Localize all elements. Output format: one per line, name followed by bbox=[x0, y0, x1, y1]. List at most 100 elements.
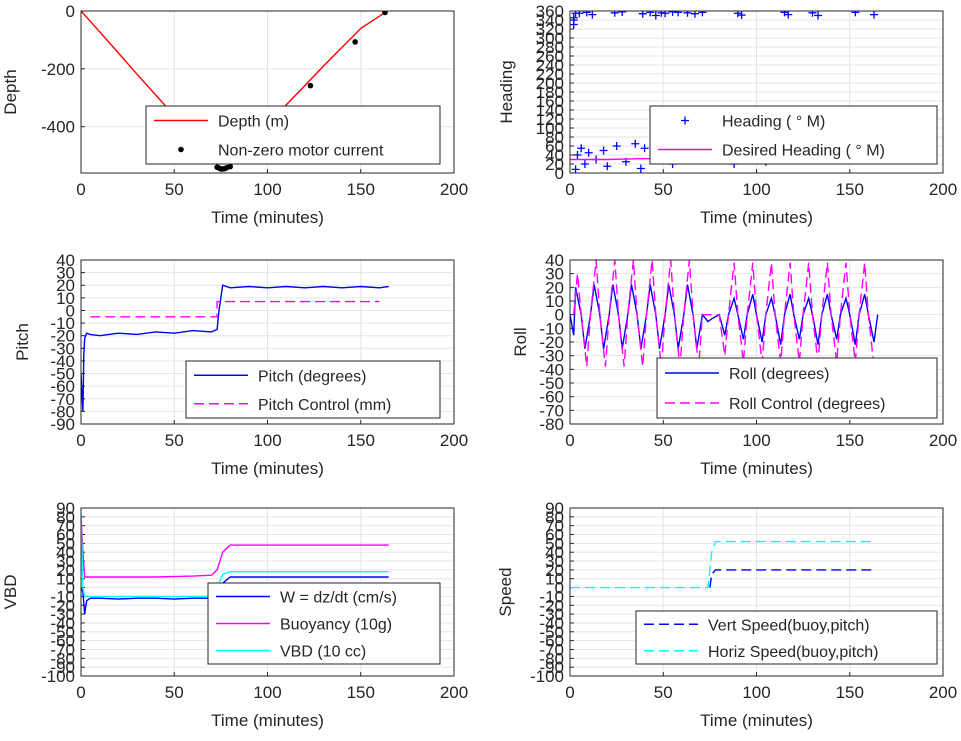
y-tick-label: 160 bbox=[536, 92, 564, 111]
y-tick-label: -10 bbox=[50, 314, 75, 333]
y-tick-label: 120 bbox=[536, 110, 564, 129]
y-tick-label: 0 bbox=[66, 579, 75, 598]
data-point bbox=[733, 11, 742, 18]
x-tick-label: 100 bbox=[253, 683, 281, 702]
axes-frame bbox=[569, 259, 944, 425]
y-tick-label: -80 bbox=[539, 649, 564, 668]
x-tick-label: 200 bbox=[929, 180, 957, 199]
x-tick-labels: 0 50 100 150 200 bbox=[565, 180, 957, 199]
x-tick-label: 0 bbox=[565, 683, 574, 702]
series-non-zero-motor-current bbox=[214, 11, 388, 172]
y-tick-label: 240 bbox=[536, 56, 564, 75]
legend: Pitch (degrees) Pitch Control (mm) bbox=[185, 360, 441, 419]
y-tick-label: -30 bbox=[539, 605, 564, 624]
y-axis-label: Roll bbox=[511, 327, 530, 356]
legend-label: Vert Speed(buoy,pitch) bbox=[708, 617, 870, 634]
legend-box bbox=[649, 105, 938, 165]
chart-speed: 0 50 100 150 2009080706050403020100-10-20-30… bbox=[496, 499, 957, 730]
legend-item: Heading ( ° M) bbox=[681, 114, 825, 131]
y-tick-label: -90 bbox=[50, 415, 75, 434]
y-tick-label: 280 bbox=[536, 38, 564, 57]
series-group bbox=[81, 512, 389, 615]
legend-label: Non-zero motor current bbox=[218, 143, 384, 160]
y-axis-label: Speed bbox=[496, 567, 515, 616]
y-tick-label: 0 bbox=[555, 164, 564, 183]
data-point bbox=[612, 142, 621, 150]
legend-label: Pitch Control (mm) bbox=[258, 397, 391, 414]
data-point bbox=[571, 165, 580, 173]
legend-label: Pitch (degrees) bbox=[258, 368, 367, 385]
y-tick-label: -40 bbox=[50, 352, 75, 371]
y-tick-label: 50 bbox=[545, 534, 564, 553]
y-axis-label: Pitch bbox=[13, 323, 32, 361]
legend-item: Depth (m) bbox=[154, 114, 289, 131]
x-tick-labels: 0 50 100 150 200 bbox=[76, 180, 468, 199]
y-tick-label: 140 bbox=[536, 101, 564, 120]
y-tick-label: 40 bbox=[56, 251, 75, 270]
chart-roll: 0 50 100 150 200403020100-10-20-30-40-50-60-… bbox=[511, 251, 957, 478]
y-tick-label: 60 bbox=[545, 137, 564, 156]
data-point bbox=[599, 146, 608, 155]
x-tick-label: 50 bbox=[165, 683, 184, 702]
x-axis-label: Time (minutes) bbox=[211, 459, 324, 478]
x-tick-label: 0 bbox=[76, 683, 85, 702]
y-tick-label: -400 bbox=[41, 118, 75, 137]
legend-swatch bbox=[681, 116, 689, 125]
y-tick-label: -80 bbox=[50, 402, 75, 421]
axes-frame bbox=[569, 10, 944, 174]
data-point bbox=[808, 11, 817, 17]
axes-frame bbox=[569, 507, 944, 677]
legend-box bbox=[185, 360, 441, 419]
legend-item: Roll Control (degrees) bbox=[665, 396, 886, 413]
data-point bbox=[582, 11, 591, 17]
series-vert-speed-buoy-pitch bbox=[709, 569, 874, 588]
legend-label: Desired Heading ( ° M) bbox=[722, 143, 885, 160]
y-tick-label: -80 bbox=[539, 415, 564, 434]
y-tick-label: 30 bbox=[56, 264, 75, 283]
legend-label: VBD (10 cc) bbox=[280, 644, 366, 661]
y-tick-label: -70 bbox=[539, 401, 564, 420]
x-tick-labels: 0 50 100 150 200 bbox=[76, 683, 468, 702]
legend-item: VBD (10 cc) bbox=[216, 644, 366, 661]
legend: Depth (m) Non-zero motor current bbox=[145, 105, 441, 165]
y-axis-label: VBD bbox=[1, 575, 20, 610]
legend: Heading ( ° M) Desired Heading ( ° M) bbox=[649, 105, 938, 165]
x-tick-label: 50 bbox=[654, 180, 673, 199]
x-axis-label: Time (minutes) bbox=[700, 459, 813, 478]
y-tick-labels: 9080706050403020100-10-20-30-40-50-60-70… bbox=[41, 499, 75, 686]
y-tick-label: 40 bbox=[545, 251, 564, 270]
y-tick-label: 60 bbox=[56, 526, 75, 545]
y-tick-label: 260 bbox=[536, 47, 564, 66]
legend-box bbox=[656, 357, 938, 419]
data-point bbox=[603, 162, 612, 171]
legend-box bbox=[145, 105, 441, 165]
data-point bbox=[651, 11, 660, 20]
y-tick-label: 20 bbox=[56, 276, 75, 295]
legend: Roll (degrees) Roll Control (degrees) bbox=[656, 357, 938, 419]
y-tick-label: -20 bbox=[50, 327, 75, 346]
series-pitch-control-mm bbox=[90, 300, 380, 318]
data-point bbox=[636, 164, 645, 173]
x-tick-label: 200 bbox=[440, 180, 468, 199]
axes-frame bbox=[80, 259, 455, 425]
data-point bbox=[698, 11, 707, 17]
y-tick-label: 30 bbox=[56, 552, 75, 571]
data-point bbox=[683, 11, 692, 17]
y-tick-label: 0 bbox=[555, 306, 564, 325]
x-tick-labels: 0 50 100 150 200 bbox=[565, 431, 957, 450]
legend-box bbox=[635, 610, 938, 665]
legend-label: Depth (m) bbox=[218, 114, 289, 131]
y-tick-label: 60 bbox=[545, 526, 564, 545]
y-tick-label: 320 bbox=[536, 20, 564, 39]
y-tick-label: -60 bbox=[50, 377, 75, 396]
x-axis-label: Time (minutes) bbox=[700, 208, 813, 227]
legend-item: Roll (degrees) bbox=[665, 366, 829, 383]
x-tick-labels: 0 50 100 150 200 bbox=[76, 431, 468, 450]
y-tick-label: 40 bbox=[56, 543, 75, 562]
y-tick-label: -50 bbox=[539, 374, 564, 393]
x-tick-label: 0 bbox=[76, 431, 85, 450]
y-tick-label: 100 bbox=[536, 119, 564, 138]
data-point bbox=[307, 82, 314, 89]
y-tick-label: -10 bbox=[50, 587, 75, 606]
